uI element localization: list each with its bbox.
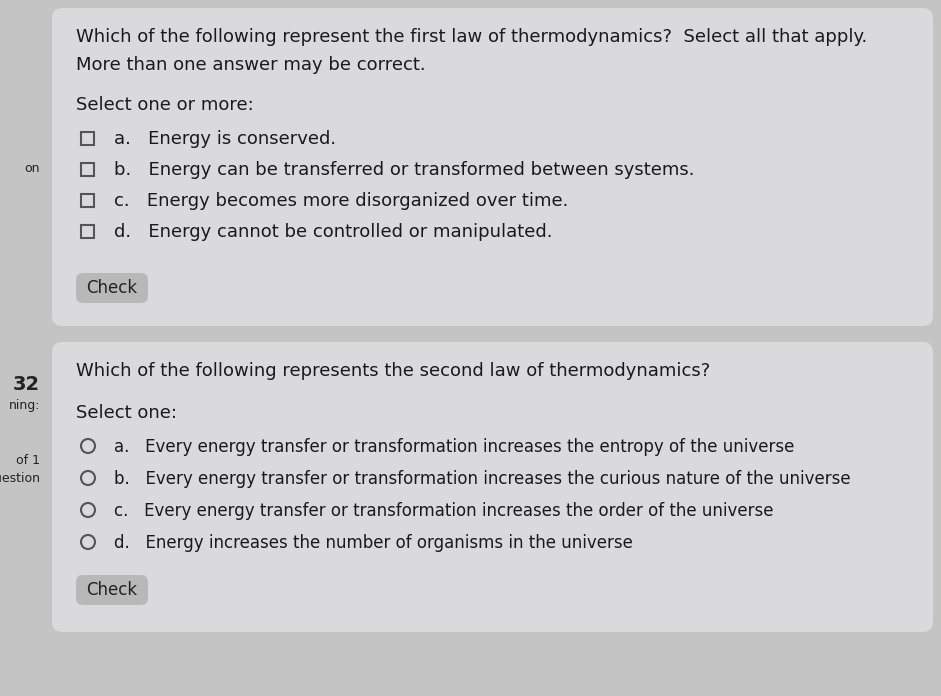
Bar — [82, 225, 94, 237]
FancyBboxPatch shape — [76, 273, 148, 303]
Text: Which of the following represents the second law of thermodynamics?: Which of the following represents the se… — [76, 362, 710, 380]
Text: d.   Energy increases the number of organisms in the universe: d. Energy increases the number of organi… — [114, 534, 633, 552]
Text: of 1: of 1 — [16, 454, 40, 466]
Text: Which of the following represent the first law of thermodynamics?  Select all th: Which of the following represent the fir… — [76, 28, 868, 46]
Text: on: on — [24, 161, 40, 175]
Bar — [82, 193, 94, 207]
Text: 32: 32 — [13, 376, 40, 395]
Bar — [82, 162, 94, 175]
Text: Select one:: Select one: — [76, 404, 177, 422]
Text: Check: Check — [87, 581, 137, 599]
FancyBboxPatch shape — [52, 8, 933, 326]
Text: uestion: uestion — [0, 471, 40, 484]
Text: Check: Check — [87, 279, 137, 297]
Bar — [82, 132, 94, 145]
FancyBboxPatch shape — [76, 575, 148, 605]
Text: a.   Every energy transfer or transformation increases the entropy of the univer: a. Every energy transfer or transformati… — [114, 438, 794, 456]
Text: b.   Energy can be transferred or transformed between systems.: b. Energy can be transferred or transfor… — [114, 161, 694, 179]
Text: a.   Energy is conserved.: a. Energy is conserved. — [114, 130, 336, 148]
Text: ning:: ning: — [8, 399, 40, 411]
Text: Select one or more:: Select one or more: — [76, 96, 254, 114]
Text: b.   Every energy transfer or transformation increases the curious nature of the: b. Every energy transfer or transformati… — [114, 470, 851, 488]
Text: d.   Energy cannot be controlled or manipulated.: d. Energy cannot be controlled or manipu… — [114, 223, 552, 241]
Text: c.   Energy becomes more disorganized over time.: c. Energy becomes more disorganized over… — [114, 192, 568, 210]
FancyBboxPatch shape — [52, 342, 933, 632]
Text: c.   Every energy transfer or transformation increases the order of the universe: c. Every energy transfer or transformati… — [114, 502, 774, 520]
Text: More than one answer may be correct.: More than one answer may be correct. — [76, 56, 425, 74]
